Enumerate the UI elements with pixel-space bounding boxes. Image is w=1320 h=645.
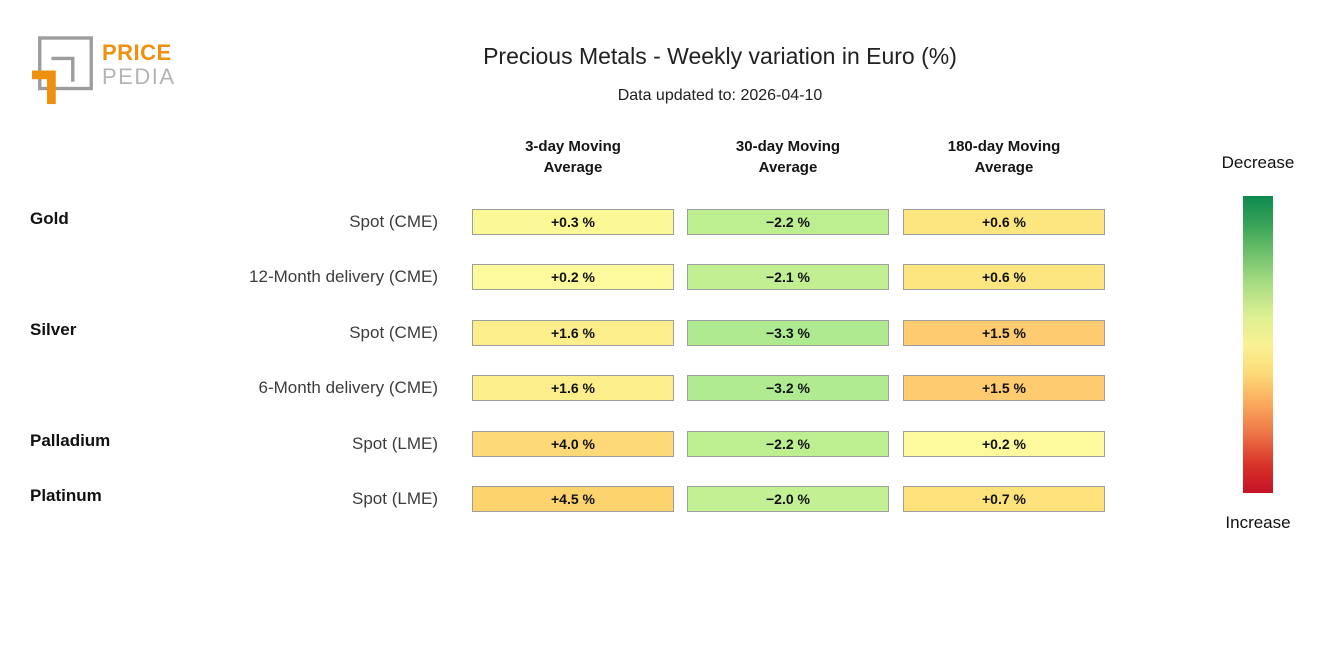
logo-word-price: PRICE [102, 40, 172, 65]
heatmap-cell: +0.7 % [903, 486, 1105, 512]
table-row: Palladium Spot (LME) +4.0 % −2.2 % +0.2 … [30, 431, 1106, 457]
pricepedia-logo-icon [31, 36, 93, 105]
heatmap-cell: −2.1 % [687, 264, 889, 290]
heatmap-cell: +1.6 % [472, 375, 674, 401]
row-head: Palladium Spot (LME) [30, 431, 438, 457]
heatmap-cell: +0.3 % [472, 209, 674, 235]
page-subtitle: Data updated to: 2026-04-10 [617, 87, 823, 104]
table-row: 12-Month delivery (CME) +0.2 % −2.1 % +0… [30, 264, 1106, 290]
row-head: 6-Month delivery (CME) [30, 375, 439, 401]
heatmap-cell: −2.2 % [687, 431, 889, 457]
table-row: Gold Spot (CME) +0.3 % −2.2 % +0.6 % [30, 209, 1106, 235]
row-head: Platinum Spot (LME) [30, 486, 438, 512]
heatmap-cell: −3.2 % [687, 375, 889, 401]
row-label: 6-Month delivery (CME) [258, 378, 439, 397]
heatmap-cell: +0.6 % [903, 209, 1105, 235]
legend-increase-label: Increase [1225, 513, 1291, 532]
table-row: 6-Month delivery (CME) +1.6 % −3.2 % +1.… [30, 375, 1106, 401]
column-header-30day-label: 30-day Moving Average [735, 138, 841, 176]
row-head: Gold Spot (CME) [30, 209, 438, 235]
legend-decrease-label: Decrease [1221, 153, 1295, 172]
heatmap-cell: +0.2 % [903, 431, 1105, 457]
heatmap-cell: +4.5 % [472, 486, 674, 512]
heatmap-cell: +1.6 % [472, 320, 674, 346]
heatmap-cell: +1.5 % [903, 320, 1105, 346]
page-title: Precious Metals - Weekly variation in Eu… [483, 43, 957, 69]
row-label: Spot (CME) [349, 323, 438, 342]
row-head: 12-Month delivery (CME) [30, 264, 438, 290]
legend-gradient-bar [1243, 196, 1273, 493]
heatmap-cell: +0.2 % [472, 264, 674, 290]
column-header-180day-label: 180-day Moving Average [947, 138, 1061, 176]
column-header-3day-label: 3-day Moving Average [525, 138, 621, 176]
metal-label: Palladium [30, 431, 111, 450]
heatmap-cell: −2.2 % [687, 209, 889, 235]
heatmap-cell: −2.0 % [687, 486, 889, 512]
metal-label: Gold [30, 209, 69, 228]
row-label: Spot (LME) [352, 489, 438, 508]
row-label: Spot (CME) [349, 212, 438, 231]
table-row: Platinum Spot (LME) +4.5 % −2.0 % +0.7 % [30, 486, 1106, 512]
logo-word-pedia: PEDIA [102, 64, 176, 89]
row-head: Silver Spot (CME) [30, 320, 438, 346]
column-header-30day: 30-day Moving Average [687, 136, 889, 180]
heatmap-cell: +0.6 % [903, 264, 1105, 290]
table-row: Silver Spot (CME) +1.6 % −3.3 % +1.5 % [30, 320, 1106, 346]
heatmap-cell: −3.3 % [687, 320, 889, 346]
metal-label: Platinum [30, 486, 102, 505]
row-label: Spot (LME) [352, 434, 438, 453]
row-label: 12-Month delivery (CME) [249, 267, 438, 286]
column-header-3day: 3-day Moving Average [472, 136, 674, 180]
metal-label: Silver [30, 320, 77, 339]
column-header-180day: 180-day Moving Average [903, 136, 1105, 180]
pricepedia-logo-text: PRICE PEDIA [102, 42, 176, 88]
heatmap-cell: +4.0 % [472, 431, 674, 457]
heatmap-cell: +1.5 % [903, 375, 1105, 401]
